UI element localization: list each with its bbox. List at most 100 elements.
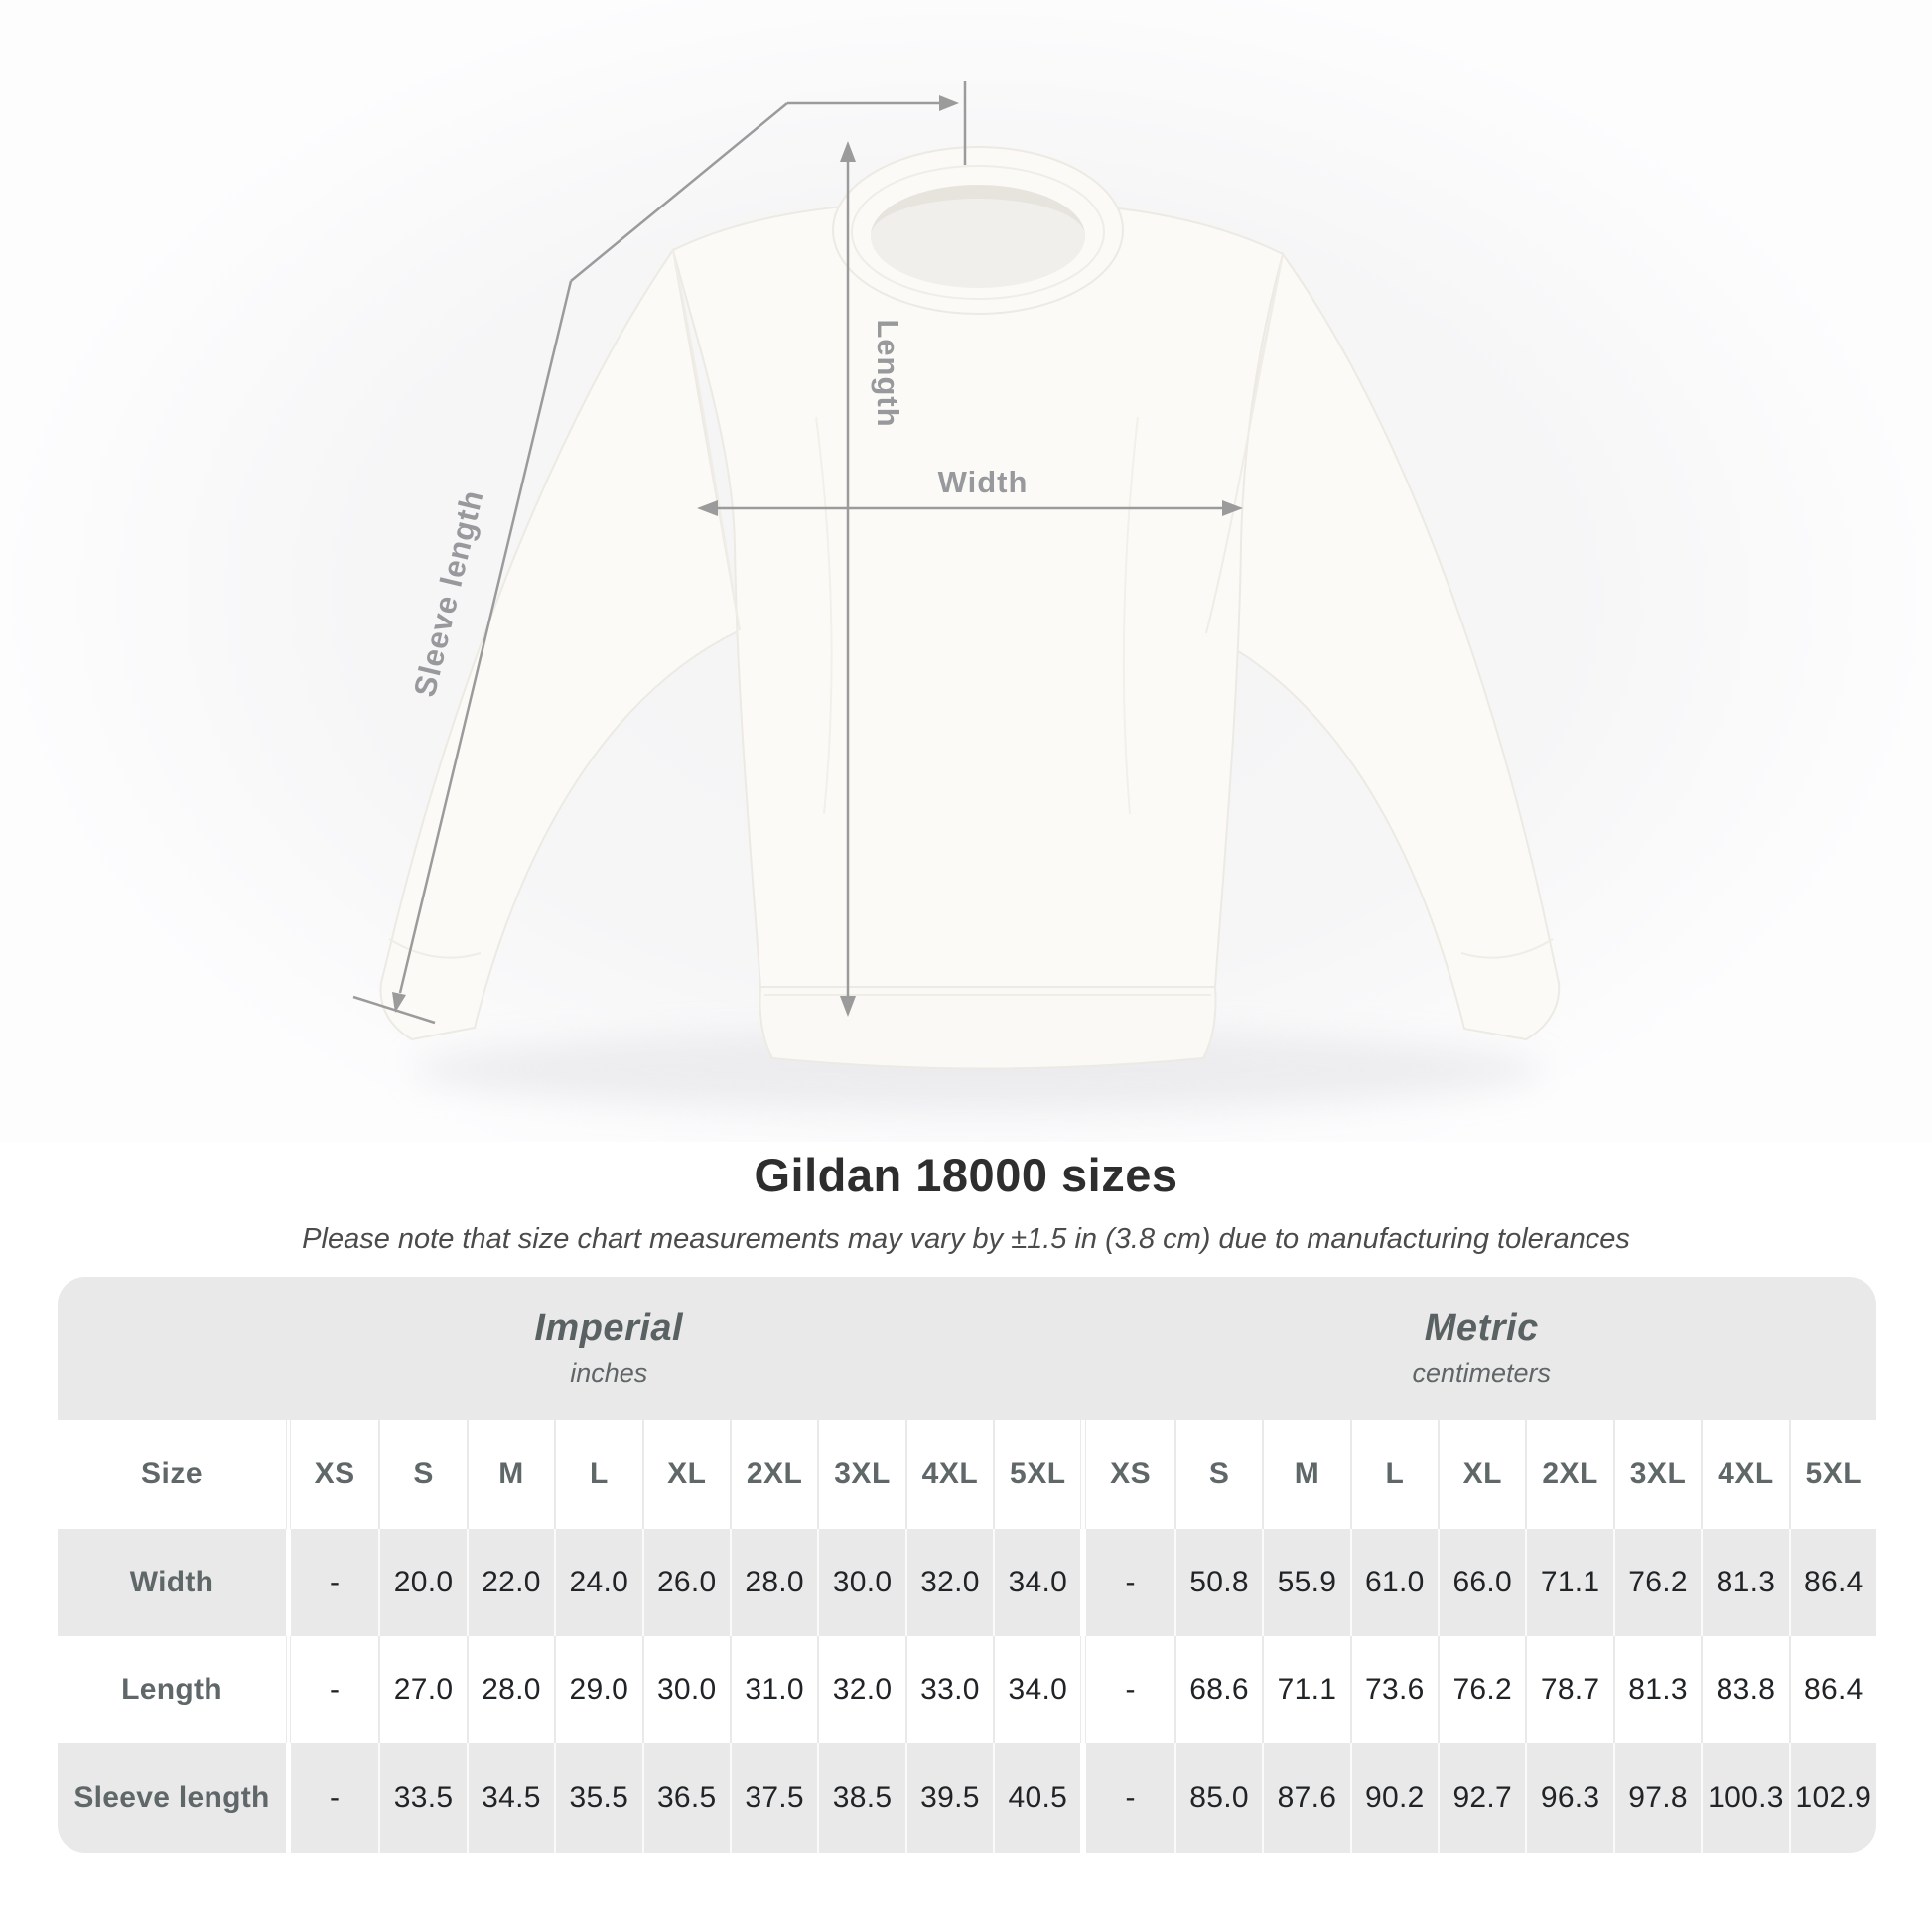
sleeve-metric-5xl: 102.9: [1788, 1743, 1876, 1853]
length-imperial-2xl: 31.0: [729, 1636, 817, 1743]
sleeve-imperial-2xl: 37.5: [729, 1743, 817, 1853]
size-col-metric-xl: XL: [1438, 1420, 1525, 1529]
size-chart-table: Imperial inches Metric centimeters Size …: [58, 1277, 1876, 1853]
length-metric-3xl: 81.3: [1612, 1636, 1701, 1743]
sleeve-arrow-right-icon: [939, 95, 959, 111]
size-col-imperial-2xl: 2XL: [729, 1420, 817, 1529]
sleeve-imperial-m: 34.5: [466, 1743, 554, 1853]
label-divider: [286, 1743, 291, 1853]
length-label: Length: [871, 319, 905, 427]
size-col-metric-s: S: [1173, 1420, 1262, 1529]
size-corner-label: Size: [140, 1457, 204, 1490]
sleeve-imperial-xs: -: [330, 1781, 341, 1814]
width-metric-xl: 66.0: [1438, 1529, 1525, 1636]
length-metric-xl: 76.2: [1438, 1636, 1525, 1743]
size-col-imperial-xs: XS: [314, 1457, 355, 1490]
width-imperial-s: 20.0: [378, 1529, 466, 1636]
cuff-tick: [352, 995, 436, 1025]
row-label: Length: [121, 1673, 222, 1706]
row-label: Sleeve length: [73, 1781, 270, 1814]
width-imperial-2xl: 28.0: [729, 1529, 817, 1636]
sleeve-metric-4xl: 100.3: [1701, 1743, 1788, 1853]
width-imperial-xl: 26.0: [641, 1529, 730, 1636]
sleeve-imperial-s: 33.5: [378, 1743, 466, 1853]
hem-band: [759, 986, 1217, 1070]
row-label: Width: [129, 1566, 214, 1598]
size-col-metric-3xl: 3XL: [1612, 1420, 1701, 1529]
label-divider: [286, 1420, 291, 1529]
label-divider: [286, 1636, 291, 1743]
length-metric-4xl: 83.8: [1701, 1636, 1788, 1743]
length-metric-l: 73.6: [1349, 1636, 1438, 1743]
width-metric-m: 55.9: [1262, 1529, 1349, 1636]
right-sleeve: [1204, 251, 1561, 1041]
sleeve-metric-xl: 92.7: [1438, 1743, 1525, 1853]
size-col-imperial-4xl: 4XL: [904, 1420, 993, 1529]
width-metric-2xl: 71.1: [1525, 1529, 1612, 1636]
sleeve-imperial-4xl: 39.5: [904, 1743, 993, 1853]
width-label: Width: [938, 465, 1029, 499]
size-col-metric-2xl: 2XL: [1525, 1420, 1612, 1529]
tolerance-note: Please note that size chart measurements…: [302, 1223, 1630, 1255]
size-col-imperial-5xl: 5XL: [993, 1420, 1080, 1529]
length-metric-5xl: 86.4: [1788, 1636, 1876, 1743]
width-imperial-xs: -: [330, 1566, 341, 1598]
width-imperial-l: 24.0: [554, 1529, 641, 1636]
length-imperial-xs: -: [330, 1673, 341, 1706]
size-col-imperial-m: M: [466, 1420, 554, 1529]
left-sleeve: [379, 247, 742, 1041]
sleeve-arrow-cuff-icon: [392, 992, 406, 1013]
group-divider: [1080, 1743, 1087, 1853]
sleeve-imperial-xl: 36.5: [641, 1743, 730, 1853]
product-photo-section: Width Length Sleeve length: [0, 0, 1932, 1142]
length-imperial-5xl: 34.0: [993, 1636, 1080, 1743]
page-title: Gildan 18000 sizes: [754, 1149, 1178, 1201]
length-metric-2xl: 78.7: [1525, 1636, 1612, 1743]
imperial-group-unit: inches: [570, 1358, 648, 1388]
size-col-metric-m: M: [1262, 1420, 1349, 1529]
sleeve-imperial-3xl: 38.5: [817, 1743, 904, 1853]
length-imperial-4xl: 33.0: [904, 1636, 993, 1743]
metric-group-unit: centimeters: [1412, 1358, 1552, 1388]
length-imperial-3xl: 32.0: [817, 1636, 904, 1743]
length-metric-s: 68.6: [1173, 1636, 1262, 1743]
sleeve-metric-3xl: 97.8: [1612, 1743, 1701, 1853]
length-imperial-s: 27.0: [378, 1636, 466, 1743]
group-divider: [1080, 1420, 1087, 1529]
sleeve-metric-l: 90.2: [1349, 1743, 1438, 1853]
garment-seams: [388, 249, 1554, 996]
size-col-metric-xs: XS: [1110, 1457, 1152, 1490]
sweatshirt-illustration: Width Length Sleeve length: [352, 81, 1561, 1110]
metric-group-title: Metric: [1424, 1308, 1539, 1349]
sleeve-imperial-5xl: 40.5: [993, 1743, 1080, 1853]
width-imperial-m: 22.0: [466, 1529, 554, 1636]
length-arrow-down-icon: [840, 996, 856, 1017]
unit-group-row: Imperial inches Metric centimeters: [58, 1277, 1876, 1420]
size-col-imperial-l: L: [554, 1420, 641, 1529]
sleeve-metric-xs: -: [1125, 1781, 1136, 1814]
width-metric-4xl: 81.3: [1701, 1529, 1788, 1636]
width-imperial-4xl: 32.0: [904, 1529, 993, 1636]
table-row-length: Length - 27.0 28.0 29.0 30.0 31.0 32.0 3…: [58, 1636, 1876, 1743]
width-metric-l: 61.0: [1349, 1529, 1438, 1636]
group-divider: [1080, 1636, 1087, 1743]
measurement-lines: [352, 81, 1233, 1025]
width-metric-3xl: 76.2: [1612, 1529, 1701, 1636]
size-col-imperial-s: S: [378, 1420, 466, 1529]
group-divider: [1080, 1529, 1087, 1636]
table-row-width: Width - 20.0 22.0 24.0 26.0 28.0 30.0 32…: [58, 1529, 1876, 1636]
size-col-imperial-xl: XL: [641, 1420, 730, 1529]
width-arrow-right-icon: [1222, 500, 1243, 516]
width-arrow-left-icon: [697, 500, 718, 516]
sweatshirt-body: [379, 199, 1561, 1070]
imperial-group-title: Imperial: [534, 1308, 684, 1349]
size-col-metric-5xl: 5XL: [1788, 1420, 1876, 1529]
length-metric-m: 71.1: [1262, 1636, 1349, 1743]
torso: [671, 199, 1285, 988]
measurement-arrowheads: [392, 95, 1243, 1017]
width-metric-xs: -: [1125, 1566, 1136, 1598]
length-metric-xs: -: [1125, 1673, 1136, 1706]
metric-group-header: Metric centimeters: [1087, 1277, 1877, 1420]
length-imperial-m: 28.0: [466, 1636, 554, 1743]
width-metric-s: 50.8: [1173, 1529, 1262, 1636]
